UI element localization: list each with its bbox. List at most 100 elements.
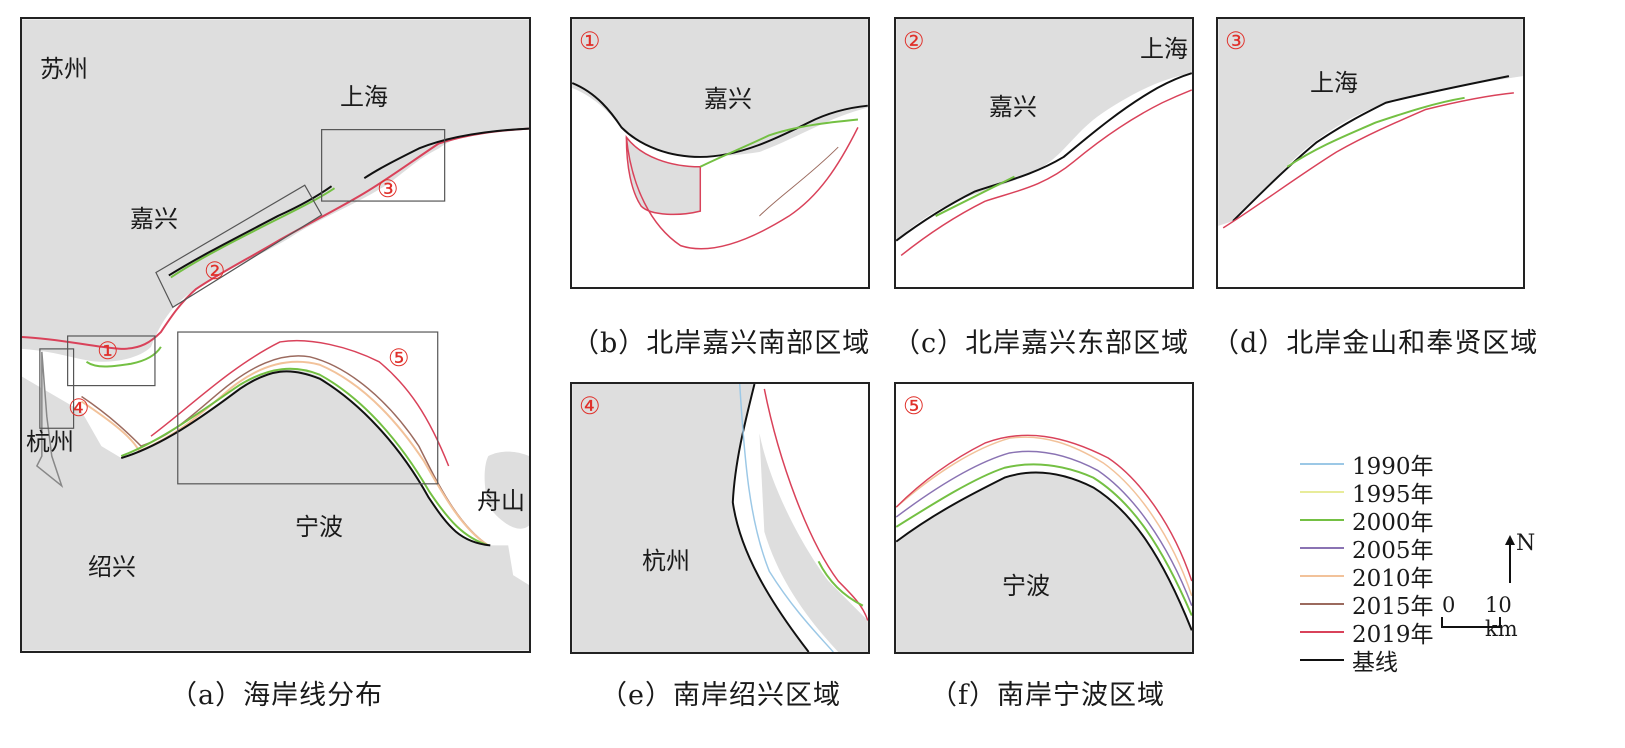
caption-d: （d）北岸金山和奉贤区域 (1212, 328, 1539, 359)
north-baseline-1 (168, 185, 333, 277)
panel-c-place-shanghai: 上海 (1140, 35, 1188, 63)
legend-item-2005: 2005年 (1300, 534, 1434, 564)
region-label-1: ① (97, 337, 119, 365)
panel-e-map: ④ 杭州 (570, 382, 870, 654)
region-box-5 (177, 331, 439, 485)
caption-c: （c）北岸嘉兴东部区域 (893, 328, 1190, 359)
legend-swatch-2000 (1300, 519, 1344, 521)
legend-item-2015: 2015年 (1300, 590, 1434, 620)
panel-d-land (1218, 19, 1523, 226)
legend-label-1990: 1990年 (1352, 454, 1434, 480)
caption-e: （e）南岸绍兴区域 (600, 680, 841, 711)
panel-c-canvas (896, 19, 1192, 257)
panel-f-2000 (896, 463, 1192, 616)
legend-swatch-1990 (1300, 463, 1344, 465)
scale-distance-label: 10 km (1485, 593, 1518, 641)
panel-b-2000 (699, 118, 859, 168)
legend-item-1995: 1995年 (1300, 478, 1434, 508)
region-box-3 (321, 129, 446, 202)
legend-label-baseline: 基线 (1352, 650, 1398, 676)
region-box-4 (39, 348, 75, 429)
legend-swatch-1995 (1300, 491, 1344, 493)
north-coast-2000 (170, 187, 336, 279)
overview-map: 苏州 上海 嘉兴 杭州 宁波 绍兴 舟山 ① ② ③ ④ ⑤ (20, 17, 531, 653)
panel-f-canvas (896, 434, 1192, 652)
place-suzhou: 苏州 (40, 55, 88, 83)
panel-f-place-ningbo: 宁波 (1002, 572, 1050, 600)
place-zhoushan: 舟山 (477, 487, 525, 515)
legend-swatch-baseline (1300, 659, 1344, 661)
scale-bar: 0 10 km (1441, 593, 1530, 648)
legend-swatch-2015 (1300, 603, 1344, 605)
panel-c-map: ② 上海 嘉兴 (894, 17, 1194, 289)
panel-b-map: ① 嘉兴 (570, 17, 870, 289)
panel-d-2000 (1286, 96, 1465, 168)
panel-b-land (572, 19, 868, 157)
panel-c-place-jiaxing: 嘉兴 (989, 93, 1037, 121)
panel-c-2019 (900, 89, 1192, 257)
panel-b-baseline (572, 82, 868, 158)
legend-label-2019: 2019年 (1352, 622, 1434, 648)
panel-f-map: ⑤ 宁波 (894, 382, 1194, 654)
caption-a: （a）海岸线分布 (170, 680, 384, 711)
legend-label-2005: 2005年 (1352, 538, 1434, 564)
legend: 1990年 1995年 2000年 2005年 2010年 2015年 2019… (1300, 450, 1434, 676)
panel-e-place-hangzhou: 杭州 (642, 547, 690, 575)
panel-e-land-west (572, 384, 809, 652)
legend-swatch-2010 (1300, 575, 1344, 577)
legend-item-2000: 2000年 (1300, 506, 1434, 536)
panel-b-reclaimed (625, 135, 702, 216)
north-land (22, 19, 529, 362)
scale-zero-label: 0 (1442, 593, 1456, 617)
panel-e-1990 (738, 384, 834, 652)
place-ningbo: 宁波 (295, 513, 343, 541)
panel-e-2000 (817, 560, 864, 607)
caption-f: （f）南岸宁波区域 (930, 680, 1165, 711)
north-arrow-icon (1505, 535, 1515, 583)
legend-item-baseline: 基线 (1300, 646, 1434, 676)
north-arrow: N (1500, 531, 1540, 585)
panel-f-2010 (896, 436, 1192, 597)
legend-swatch-2005 (1300, 547, 1344, 549)
legend-label-2015: 2015年 (1352, 594, 1434, 620)
panel-c-2000 (935, 175, 1015, 217)
panel-b-number: ① (579, 27, 601, 55)
overview-map-canvas (22, 19, 529, 651)
north-baseline-2 (363, 127, 529, 180)
south-baseline (120, 370, 491, 547)
north-label: N (1516, 531, 1536, 556)
panel-b-2019 (625, 127, 859, 250)
qiantang-river (35, 351, 64, 488)
panel-b-2015 (759, 146, 839, 217)
south-coast-2019 (150, 339, 450, 467)
legend-label-2000: 2000年 (1352, 510, 1434, 536)
panel-d-baseline (1232, 75, 1510, 222)
panel-f-number: ⑤ (903, 392, 925, 420)
panel-e-island (759, 433, 868, 652)
place-jiaxing: 嘉兴 (130, 205, 178, 233)
caption-b: （b）北岸嘉兴南部区域 (572, 328, 871, 359)
panel-f-baseline (896, 471, 1192, 631)
legend-item-2010: 2010年 (1300, 562, 1434, 592)
panel-d-number: ③ (1225, 27, 1247, 55)
panel-b-place-jiaxing: 嘉兴 (704, 85, 752, 113)
legend-label-1995: 1995年 (1352, 482, 1434, 508)
panel-d-place-shanghai: 上海 (1310, 69, 1358, 97)
panel-c-land (896, 19, 1192, 241)
panel-d-map: ③ 上海 (1216, 17, 1525, 289)
region-label-3: ③ (377, 175, 399, 203)
scale-bar-line (1441, 617, 1501, 628)
zhoushan-island (484, 451, 529, 529)
panel-c-number: ② (903, 27, 925, 55)
place-hangzhou: 杭州 (26, 428, 74, 456)
panel-e-baseline (731, 384, 810, 652)
panel-f-2019 (896, 434, 1192, 582)
panel-e-canvas (572, 384, 868, 652)
south-coast-2000 (120, 367, 489, 547)
panel-e-number: ④ (579, 392, 601, 420)
north-coast-2019 (22, 127, 529, 350)
region-box-2 (155, 184, 323, 309)
panel-f-land (896, 472, 1192, 652)
panel-d-2019 (1222, 92, 1514, 229)
place-shaoxing: 绍兴 (88, 553, 136, 581)
